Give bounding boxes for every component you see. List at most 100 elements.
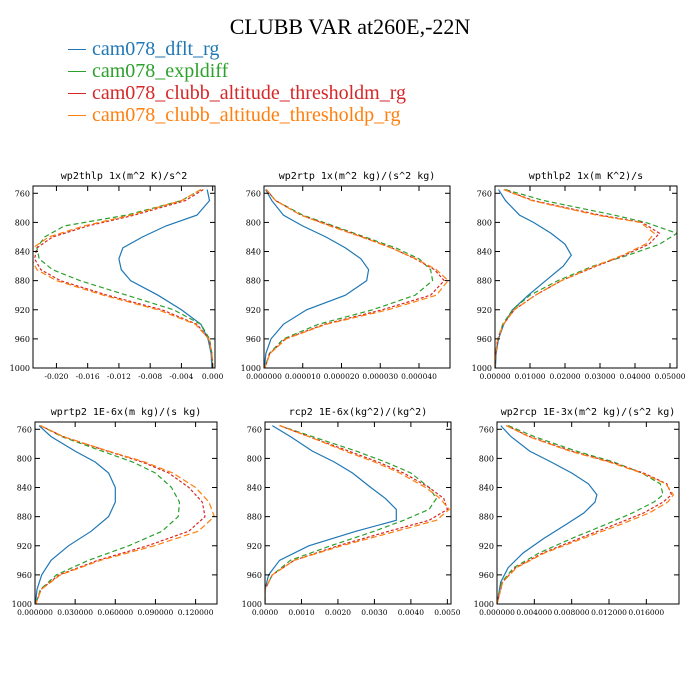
- legend-label: cam078_expldiff: [92, 60, 229, 82]
- x-tick-label: 0.030000: [57, 608, 93, 617]
- series-line: [264, 189, 434, 368]
- series-line: [497, 425, 598, 604]
- x-tick-label: 0.01000: [514, 372, 545, 381]
- x-tick-label: 0.03000: [584, 372, 615, 381]
- x-tick-label: -0.008: [138, 372, 162, 381]
- x-tick-label: 0.0000: [252, 608, 278, 617]
- x-tick-label: -0.012: [107, 372, 131, 381]
- x-tick-label: 0.090000: [138, 608, 174, 617]
- legend-label: cam078_dflt_rg: [92, 38, 220, 60]
- y-tick-label: 840: [15, 248, 30, 257]
- plot-frame: [494, 185, 678, 369]
- y-tick-label: 920: [479, 542, 494, 551]
- plot-title: wprtp2 1E-6x(m kg)/(s kg): [51, 407, 202, 418]
- x-tick-label: 0.000: [202, 372, 224, 381]
- x-tick-label: -0.016: [76, 372, 100, 381]
- series-line: [118, 189, 213, 368]
- figure-title: CLUBB VAR at260E,-22N: [229, 14, 471, 39]
- x-tick-label: 0.016000: [628, 608, 664, 617]
- plot-panel: wprtp2 1E-6x(m kg)/(s kg) 760 800 840 880 920…: [12, 407, 218, 617]
- plot-title: wp2thlp 1x(m^2 K)/s^2: [61, 171, 187, 182]
- y-tick-label: 840: [247, 484, 262, 493]
- y-tick-label: 840: [17, 484, 32, 493]
- x-tick-label: 0.0050: [434, 608, 460, 617]
- x-tick-label: 0.012000: [591, 608, 627, 617]
- series-line: [265, 425, 449, 604]
- y-tick-label: 960: [479, 571, 494, 580]
- legend-swatch: [68, 70, 86, 72]
- y-tick-label: 760: [477, 189, 492, 198]
- series-line: [35, 425, 181, 604]
- y-tick-label: 960: [246, 335, 261, 344]
- series-line: [264, 189, 446, 368]
- plot-title: rcp2 1E-6x(kg^2)/(kg^2): [289, 407, 427, 418]
- plot-panel: wp2rcp 1E-3x(m^2 kg)/(s^2 kg) 760 800 840 88…: [474, 407, 680, 617]
- series-line: [265, 425, 451, 604]
- x-tick-label: -0.020: [44, 372, 68, 381]
- series-line: [36, 189, 214, 368]
- y-tick-label: 840: [246, 248, 261, 257]
- y-tick-label: 1000: [472, 364, 492, 373]
- y-tick-label: 800: [479, 454, 494, 463]
- y-tick-label: 1000: [242, 600, 262, 609]
- y-tick-label: 880: [246, 277, 261, 286]
- y-tick-label: 960: [15, 335, 30, 344]
- y-tick-label: 800: [246, 218, 261, 227]
- plot-panel: wpthlp2 1x(m K^2)/s 760 800 840 880 920 960 100…: [472, 171, 686, 381]
- y-tick-label: 800: [247, 454, 262, 463]
- plot-panel: rcp2 1E-6x(kg^2)/(kg^2) 760 800 840 880 920 96…: [242, 407, 461, 617]
- x-tick-label: 0.00000: [479, 372, 510, 381]
- x-tick-label: 0.000030: [362, 372, 398, 381]
- y-tick-label: 920: [246, 306, 261, 315]
- y-tick-label: 880: [477, 277, 492, 286]
- y-tick-label: 760: [15, 189, 30, 198]
- plot-title: wpthlp2 1x(m K^2)/s: [529, 171, 643, 182]
- series-line: [495, 189, 573, 368]
- x-tick-label: 0.000010: [285, 372, 321, 381]
- y-tick-label: 1000: [12, 600, 32, 609]
- x-tick-label: 0.02000: [549, 372, 580, 381]
- plot-frame: [496, 421, 680, 605]
- series-line: [33, 189, 214, 368]
- x-tick-label: 0.000000: [17, 608, 53, 617]
- y-tick-label: 760: [246, 189, 261, 198]
- legend-entry: cam078_expldiff: [68, 60, 406, 82]
- y-tick-label: 800: [477, 218, 492, 227]
- x-tick-label: 0.000040: [401, 372, 437, 381]
- x-tick-label: 0.0010: [288, 608, 314, 617]
- series-line: [497, 425, 673, 604]
- y-tick-label: 760: [17, 425, 32, 434]
- legend-swatch: [68, 114, 86, 116]
- plot-title: wp2rcp 1E-3x(m^2 kg)/(s^2 kg): [501, 407, 676, 418]
- plot-panel: wp2thlp 1x(m^2 K)/s^2 760 800 840 880 920 960 1…: [10, 171, 224, 381]
- x-tick-label: 0.004000: [516, 608, 552, 617]
- x-tick-label: 0.120000: [178, 608, 214, 617]
- series-line: [497, 425, 664, 604]
- x-tick-label: 0.05000: [654, 372, 685, 381]
- y-tick-label: 960: [477, 335, 492, 344]
- x-tick-label: 0.0020: [325, 608, 351, 617]
- y-tick-label: 880: [17, 513, 32, 522]
- legend: cam078_dflt_rg cam078_expldiff cam078_club…: [68, 38, 406, 126]
- y-tick-label: 800: [15, 218, 30, 227]
- x-tick-label: 0.000000: [479, 608, 515, 617]
- y-tick-label: 960: [17, 571, 32, 580]
- y-tick-label: 880: [247, 513, 262, 522]
- plot-frame: [263, 185, 451, 369]
- plot-panel: wp2rtp 1x(m^2 kg)/(s^2 kg) 760 800 840 880 92…: [241, 171, 451, 381]
- y-tick-label: 1000: [474, 600, 494, 609]
- legend-label: cam078_clubb_altitude_thresholdp_rg: [92, 104, 401, 126]
- legend-swatch: [68, 48, 86, 50]
- series-line: [33, 189, 214, 368]
- series-line: [35, 425, 216, 604]
- y-tick-label: 880: [15, 277, 30, 286]
- series-line: [264, 189, 370, 368]
- plot-frame: [32, 185, 216, 369]
- x-tick-label: 0.04000: [619, 372, 650, 381]
- y-tick-label: 760: [479, 425, 494, 434]
- x-tick-label: 0.000020: [324, 372, 360, 381]
- x-tick-label: -0.004: [169, 372, 193, 381]
- legend-swatch: [68, 92, 86, 94]
- y-tick-label: 920: [17, 542, 32, 551]
- legend-entry: cam078_clubb_altitude_thresholdm_rg: [68, 82, 406, 104]
